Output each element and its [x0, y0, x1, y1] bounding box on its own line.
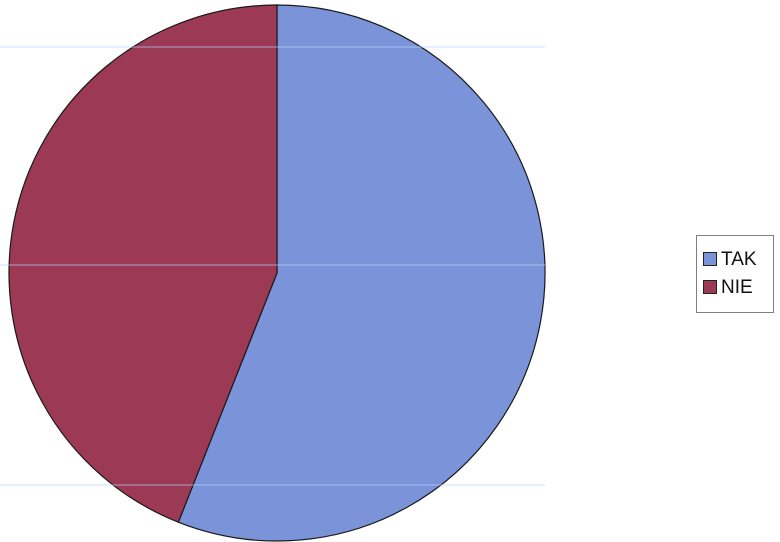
pie-slice-tak	[177, 4, 546, 542]
legend-item-nie: NIE	[703, 273, 773, 301]
legend-swatch-nie	[703, 280, 717, 294]
legend: TAK NIE	[696, 235, 774, 313]
pie-slice-nie	[8, 4, 278, 523]
legend-label-nie: NIE	[721, 276, 753, 298]
legend-label-tak: TAK	[721, 248, 757, 270]
legend-item-tak: TAK	[703, 245, 773, 273]
legend-swatch-tak	[703, 252, 717, 266]
